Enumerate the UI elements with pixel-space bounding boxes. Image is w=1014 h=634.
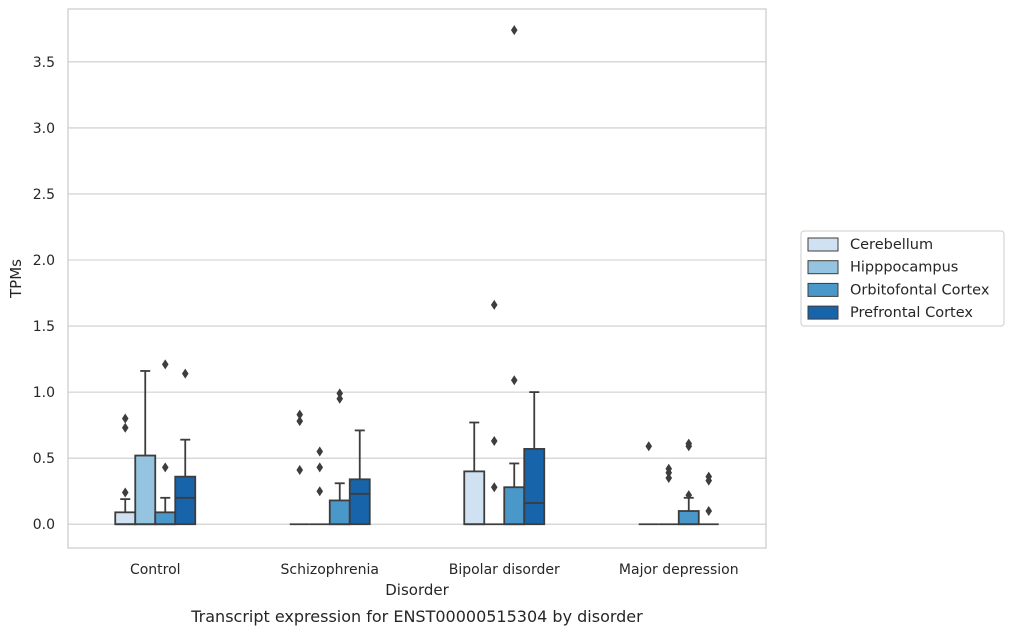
outlier-point: [316, 486, 324, 497]
y-tick-label: 1.5: [33, 319, 55, 335]
legend-label: Prefrontal Cortex: [850, 305, 973, 321]
box-body: [677, 510, 700, 526]
box-cerebellum: [638, 441, 659, 526]
x-tick-label: Major depression: [619, 562, 739, 578]
outlier-point: [316, 446, 324, 457]
x-axis-ticks: Control Schizophrenia Bipolar disorder Majo…: [130, 562, 739, 578]
outlier-point: [181, 368, 189, 379]
outlier-point: [296, 416, 304, 427]
outlier-point: [665, 463, 673, 474]
y-tick-label: 2.0: [33, 253, 55, 269]
box-hipppocampus: [309, 446, 330, 526]
y-axis-title: TPMs: [7, 259, 25, 299]
y-tick-label: 0.5: [33, 451, 55, 467]
legend-swatch: [807, 237, 839, 252]
outlier-point: [490, 482, 498, 493]
box-hipppocampus: [484, 299, 505, 526]
outlier-point: [510, 375, 518, 386]
outlier-point: [510, 25, 518, 36]
box-body: [114, 511, 137, 526]
outlier-point: [705, 506, 713, 517]
box-prefrontal-cortex: [174, 368, 197, 526]
outlier-point: [490, 299, 498, 310]
box-body: [328, 499, 351, 526]
box-body: [174, 475, 197, 526]
outlier-point: [665, 472, 673, 483]
legend: Cerebellum Hipppocampus Orbitofontal Corte…: [800, 230, 1005, 327]
outlier-point: [121, 422, 129, 433]
y-tick-label: 0.0: [33, 517, 55, 533]
box-body: [134, 454, 157, 526]
outlier-point: [121, 413, 129, 424]
box-body: [154, 511, 177, 526]
x-tick-label: Control: [130, 562, 181, 578]
box-body: [463, 470, 486, 526]
box-orbitofontal-cortex: [154, 359, 177, 526]
box-cerebellum: [463, 421, 486, 526]
box-cerebellum: [289, 409, 310, 526]
legend-frame: [800, 230, 1005, 327]
x-axis-title: Disorder: [385, 581, 449, 599]
legend-swatch: [807, 282, 839, 297]
x-tick-label: Schizophrenia: [281, 562, 379, 578]
box-body: [348, 478, 371, 526]
x-tick-label: Bipolar disorder: [449, 562, 560, 578]
legend-swatch: [807, 305, 839, 320]
box-prefrontal-cortex: [348, 429, 371, 526]
outlier-point: [685, 490, 693, 501]
box-hipppocampus: [134, 370, 157, 526]
legend-label: Hipppocampus: [850, 260, 958, 276]
box-orbitofontal-cortex: [677, 438, 700, 526]
box-orbitofontal-cortex: [503, 25, 526, 526]
box-hipppocampus: [658, 463, 679, 526]
box-orbitofontal-cortex: [328, 388, 351, 526]
gridlines: [68, 61, 766, 525]
plot-frame: [67, 8, 767, 549]
outlier-point: [336, 393, 344, 404]
outlier-point: [336, 388, 344, 399]
y-axis-ticks: 0.0 0.5 1.0 1.5 2.0 2.5 3.0 3.5: [33, 55, 55, 533]
box-cerebellum: [114, 413, 137, 526]
chart-caption: Transcript expression for ENST0000051530…: [190, 607, 643, 626]
legend-swatch: [807, 260, 839, 275]
outlier-point: [490, 435, 498, 446]
box-body: [523, 448, 546, 526]
y-tick-label: 3.0: [33, 121, 55, 137]
outlier-point: [121, 487, 129, 498]
box-prefrontal-cortex: [698, 471, 719, 526]
box-body: [503, 486, 526, 526]
y-tick-label: 1.0: [33, 385, 55, 401]
outlier-point: [296, 465, 304, 476]
legend-label: Cerebellum: [850, 237, 933, 253]
outlier-point: [296, 409, 304, 420]
outlier-point: [161, 359, 169, 370]
box-series: [114, 25, 719, 526]
outlier-point: [161, 462, 169, 473]
y-tick-label: 2.5: [33, 187, 55, 203]
legend-label: Orbitofontal Cortex: [850, 282, 990, 298]
outlier-point: [645, 441, 653, 452]
outlier-point: [685, 438, 693, 449]
outlier-point: [705, 471, 713, 482]
outlier-point: [316, 462, 324, 473]
box-prefrontal-cortex: [523, 391, 546, 526]
y-tick-label: 3.5: [33, 55, 55, 71]
